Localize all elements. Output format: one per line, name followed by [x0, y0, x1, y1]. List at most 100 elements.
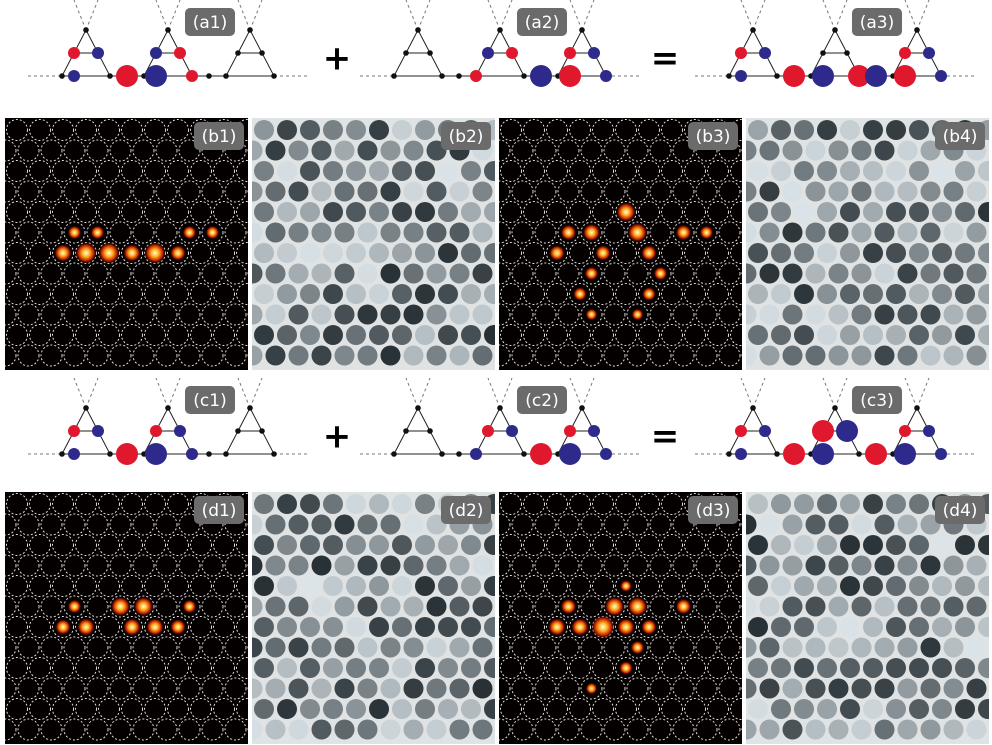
phase-site: [427, 638, 447, 658]
phase-site: [783, 515, 803, 535]
operator: +: [323, 39, 352, 79]
phase-site: [794, 161, 814, 181]
phase-site: [817, 243, 837, 263]
phase-site: [967, 679, 987, 699]
phase-site: [944, 556, 964, 576]
phase-site: [415, 120, 435, 140]
intensity-spot: [619, 661, 633, 675]
intensity-spot: [55, 619, 71, 635]
phase-site: [312, 679, 332, 699]
phase-site: [358, 305, 378, 325]
phase-site: [898, 346, 918, 366]
phase-site: [863, 535, 883, 555]
panel-background: [5, 492, 248, 744]
phase-site: [346, 284, 366, 304]
phase-site: [473, 346, 493, 366]
phase-site: [771, 617, 791, 637]
phase-site: [427, 346, 447, 366]
phase-site: [266, 638, 286, 658]
phase-site: [794, 120, 814, 140]
phase-site: [427, 305, 447, 325]
amplitude: [92, 425, 104, 437]
phase-site: [369, 699, 389, 719]
phase-site: [898, 556, 918, 576]
site: [206, 451, 212, 457]
phase-site: [289, 679, 309, 699]
phase-site: [381, 346, 401, 366]
phase-site: [335, 264, 355, 284]
phase-site: [415, 243, 435, 263]
phase-site: [300, 202, 320, 222]
dashed-line: [250, 0, 262, 30]
phase-site: [748, 202, 768, 222]
phase-site: [794, 284, 814, 304]
site-outline: [0, 699, 5, 720]
phase-site: [944, 597, 964, 617]
intensity-spot: [628, 597, 648, 617]
phase-site: [898, 597, 918, 617]
intensity-spot: [183, 600, 197, 614]
phase-site: [392, 161, 412, 181]
phase-site: [921, 720, 941, 740]
phase-site: [254, 161, 274, 181]
lattice-diagram: [28, 378, 308, 465]
phase-site: [323, 699, 343, 719]
site: [415, 27, 421, 33]
phase-site: [473, 556, 493, 576]
phase-site: [346, 161, 366, 181]
phase-site: [392, 699, 412, 719]
amplitude: [145, 443, 167, 465]
phase-site: [967, 182, 987, 202]
site: [456, 73, 462, 79]
figure: (a1)(a2)(a3)+=(c1)(c2)(c3)+=(b1)(b2)(b3)…: [0, 0, 992, 745]
phase-site: [840, 617, 860, 637]
phase-site: [254, 284, 274, 304]
phase-site: [473, 679, 493, 699]
phase-site: [346, 202, 366, 222]
intensity-spot: [91, 226, 105, 240]
site: [914, 405, 920, 411]
phase-site: [335, 597, 355, 617]
phase-site: [473, 597, 493, 617]
phase-site: [392, 494, 412, 514]
phase-site: [898, 182, 918, 202]
phase-site: [944, 346, 964, 366]
phase-site: [967, 346, 987, 366]
phase-site: [266, 346, 286, 366]
dashed-line: [582, 378, 594, 408]
site: [165, 27, 171, 33]
site-outline: [0, 161, 5, 182]
phase-site: [909, 202, 929, 222]
phase-site: [392, 243, 412, 263]
phase-site: [254, 325, 274, 345]
phase-site: [312, 141, 332, 161]
phase-site: [875, 264, 895, 284]
phase-site: [955, 535, 975, 555]
panel-label: (b2): [449, 127, 484, 147]
phase-site: [461, 699, 481, 719]
intensity-spot: [628, 223, 648, 243]
phase-site: [875, 305, 895, 325]
phase-site: [323, 243, 343, 263]
phase-site: [748, 161, 768, 181]
site: [259, 50, 265, 56]
phase-site: [829, 679, 849, 699]
dashed-line: [905, 0, 917, 30]
phase-site: [806, 679, 826, 699]
phase-site: [932, 243, 952, 263]
phase-site: [381, 264, 401, 284]
phase-site: [461, 576, 481, 596]
intensity-spot: [170, 245, 186, 261]
amplitude: [68, 70, 80, 82]
phase-site: [473, 264, 493, 284]
phase-site: [323, 284, 343, 304]
dashed-line: [488, 378, 500, 408]
phase-site: [817, 284, 837, 304]
phase-site: [748, 120, 768, 140]
panel-label: (d3): [696, 501, 731, 521]
phase-site: [817, 325, 837, 345]
phase-site: [829, 182, 849, 202]
phase-site: [817, 120, 837, 140]
phase-site: [863, 202, 883, 222]
phase-site: [771, 161, 791, 181]
